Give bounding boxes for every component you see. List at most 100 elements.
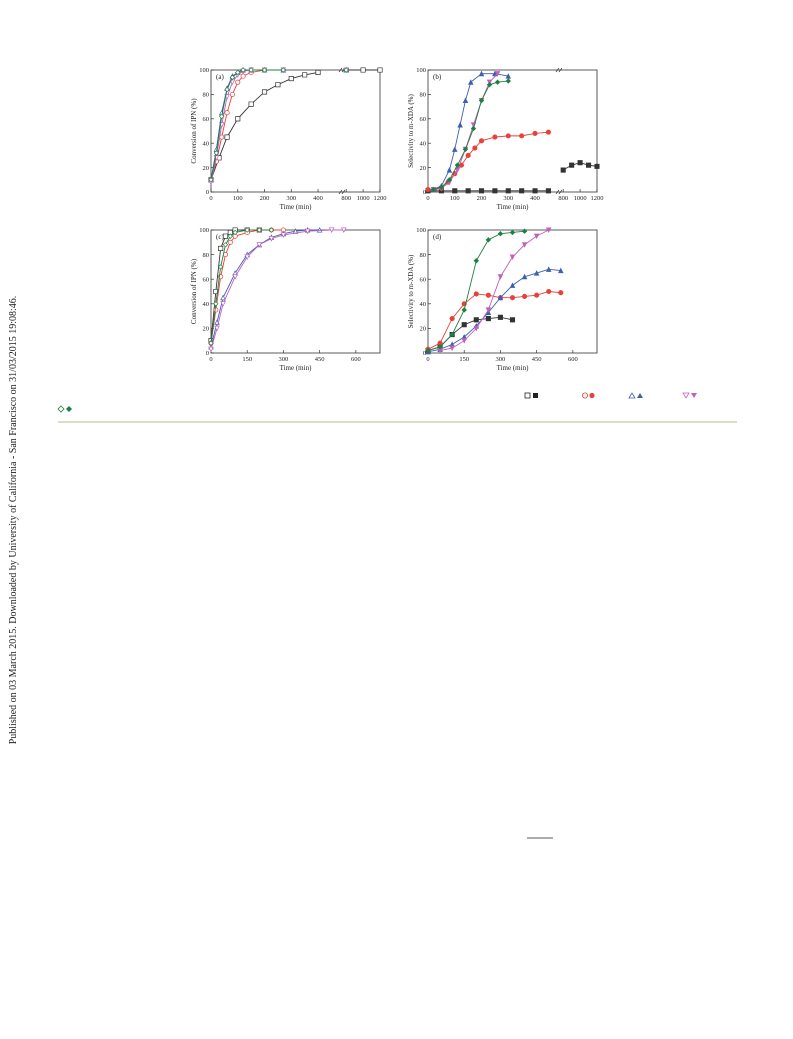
y-axis-label: Conversion of IPN (%) [190,98,198,164]
series-line [433,73,509,190]
data-point [219,113,225,120]
y-tick-label: 80 [203,252,210,259]
x-tick-label: 450 [532,356,542,363]
data-point [468,79,474,85]
data-point [280,232,287,238]
x-tick-label: 150 [459,356,469,363]
x-axis-label: Time (min) [497,203,529,211]
data-point [240,67,246,73]
data-point [461,322,467,328]
data-point [497,294,504,301]
y-tick-label: 20 [420,326,427,333]
data-point [509,254,516,261]
data-point [560,167,566,173]
legend-symbols [57,392,697,413]
data-point [304,228,311,235]
data-point [438,184,445,190]
data-point [494,71,501,77]
data-point [268,227,275,233]
x-tick-label: 200 [260,195,270,202]
data-point [315,69,321,75]
y-tick-label: 0 [423,189,426,196]
x-tick-label: 400 [530,195,540,202]
data-point [452,188,458,194]
data-point [470,125,477,132]
data-point [473,325,480,332]
data-point [454,162,461,168]
plot-frame [427,69,598,193]
x-tick-label: 450 [315,356,325,363]
data-point [451,146,458,152]
data-point [220,294,226,301]
data-point [461,338,467,344]
data-point [505,78,511,84]
series-line [427,230,525,351]
y-tick-label: 100 [416,67,426,74]
series-line [433,80,509,190]
data-point [213,307,219,313]
y-tick-label: 40 [420,140,427,147]
series-line [427,268,561,353]
data-point [532,130,538,136]
data-point [261,89,268,95]
data-point [343,67,349,73]
data-point [229,91,235,97]
data-point [533,233,540,240]
y-axis-label: Conversion of IPN (%) [190,258,198,324]
x-tick-label: 100 [450,195,460,202]
data-point [485,307,492,313]
data-point [208,340,214,346]
data-point [545,129,551,135]
x-tick-label: 300 [286,195,296,202]
data-point [485,237,492,243]
data-point [509,282,516,288]
axis-break [555,189,563,195]
y-tick-label: 80 [420,252,427,259]
y-tick-label: 60 [203,276,210,283]
data-point [569,162,575,168]
data-point [594,163,600,169]
y-tick-label: 0 [206,350,209,357]
series-line [427,291,561,350]
data-point [462,97,469,104]
data-point [341,227,347,233]
data-point [497,274,504,280]
data-point [478,138,485,144]
data-point [232,229,238,236]
data-point [486,81,493,88]
y-axis-label: Selectivity to m-XDA (%) [407,254,415,328]
data-point [449,331,455,338]
axis-break [555,67,563,73]
x-tick-label: 300 [279,356,289,363]
y-tick-label: 60 [203,116,210,123]
data-point [222,233,229,239]
x-tick-label: 100 [233,195,243,202]
x-tick-label: 600 [568,356,578,363]
data-point [268,236,275,242]
data-point [505,133,511,139]
data-point [214,325,220,332]
data-point [497,230,504,237]
data-point [558,267,564,274]
data-point [208,346,214,353]
data-point [521,273,528,280]
y-tick-label: 20 [203,326,210,333]
data-point [522,293,528,299]
data-point [586,162,592,168]
data-point [509,317,516,323]
x-tick-label: 0 [426,195,429,202]
panel-label: (c) [216,233,224,241]
data-point [227,239,233,245]
axis-break [338,189,346,195]
data-point [244,254,250,261]
data-point [224,86,230,93]
data-point [235,116,241,122]
y-tick-label: 40 [203,301,210,308]
data-point [222,242,229,248]
data-point [229,74,236,81]
data-point [521,228,528,234]
series-line [210,69,284,180]
y-axis-label: Selectivity to m-XDA (%) [407,93,415,167]
data-point [360,67,366,73]
data-point [248,67,254,73]
